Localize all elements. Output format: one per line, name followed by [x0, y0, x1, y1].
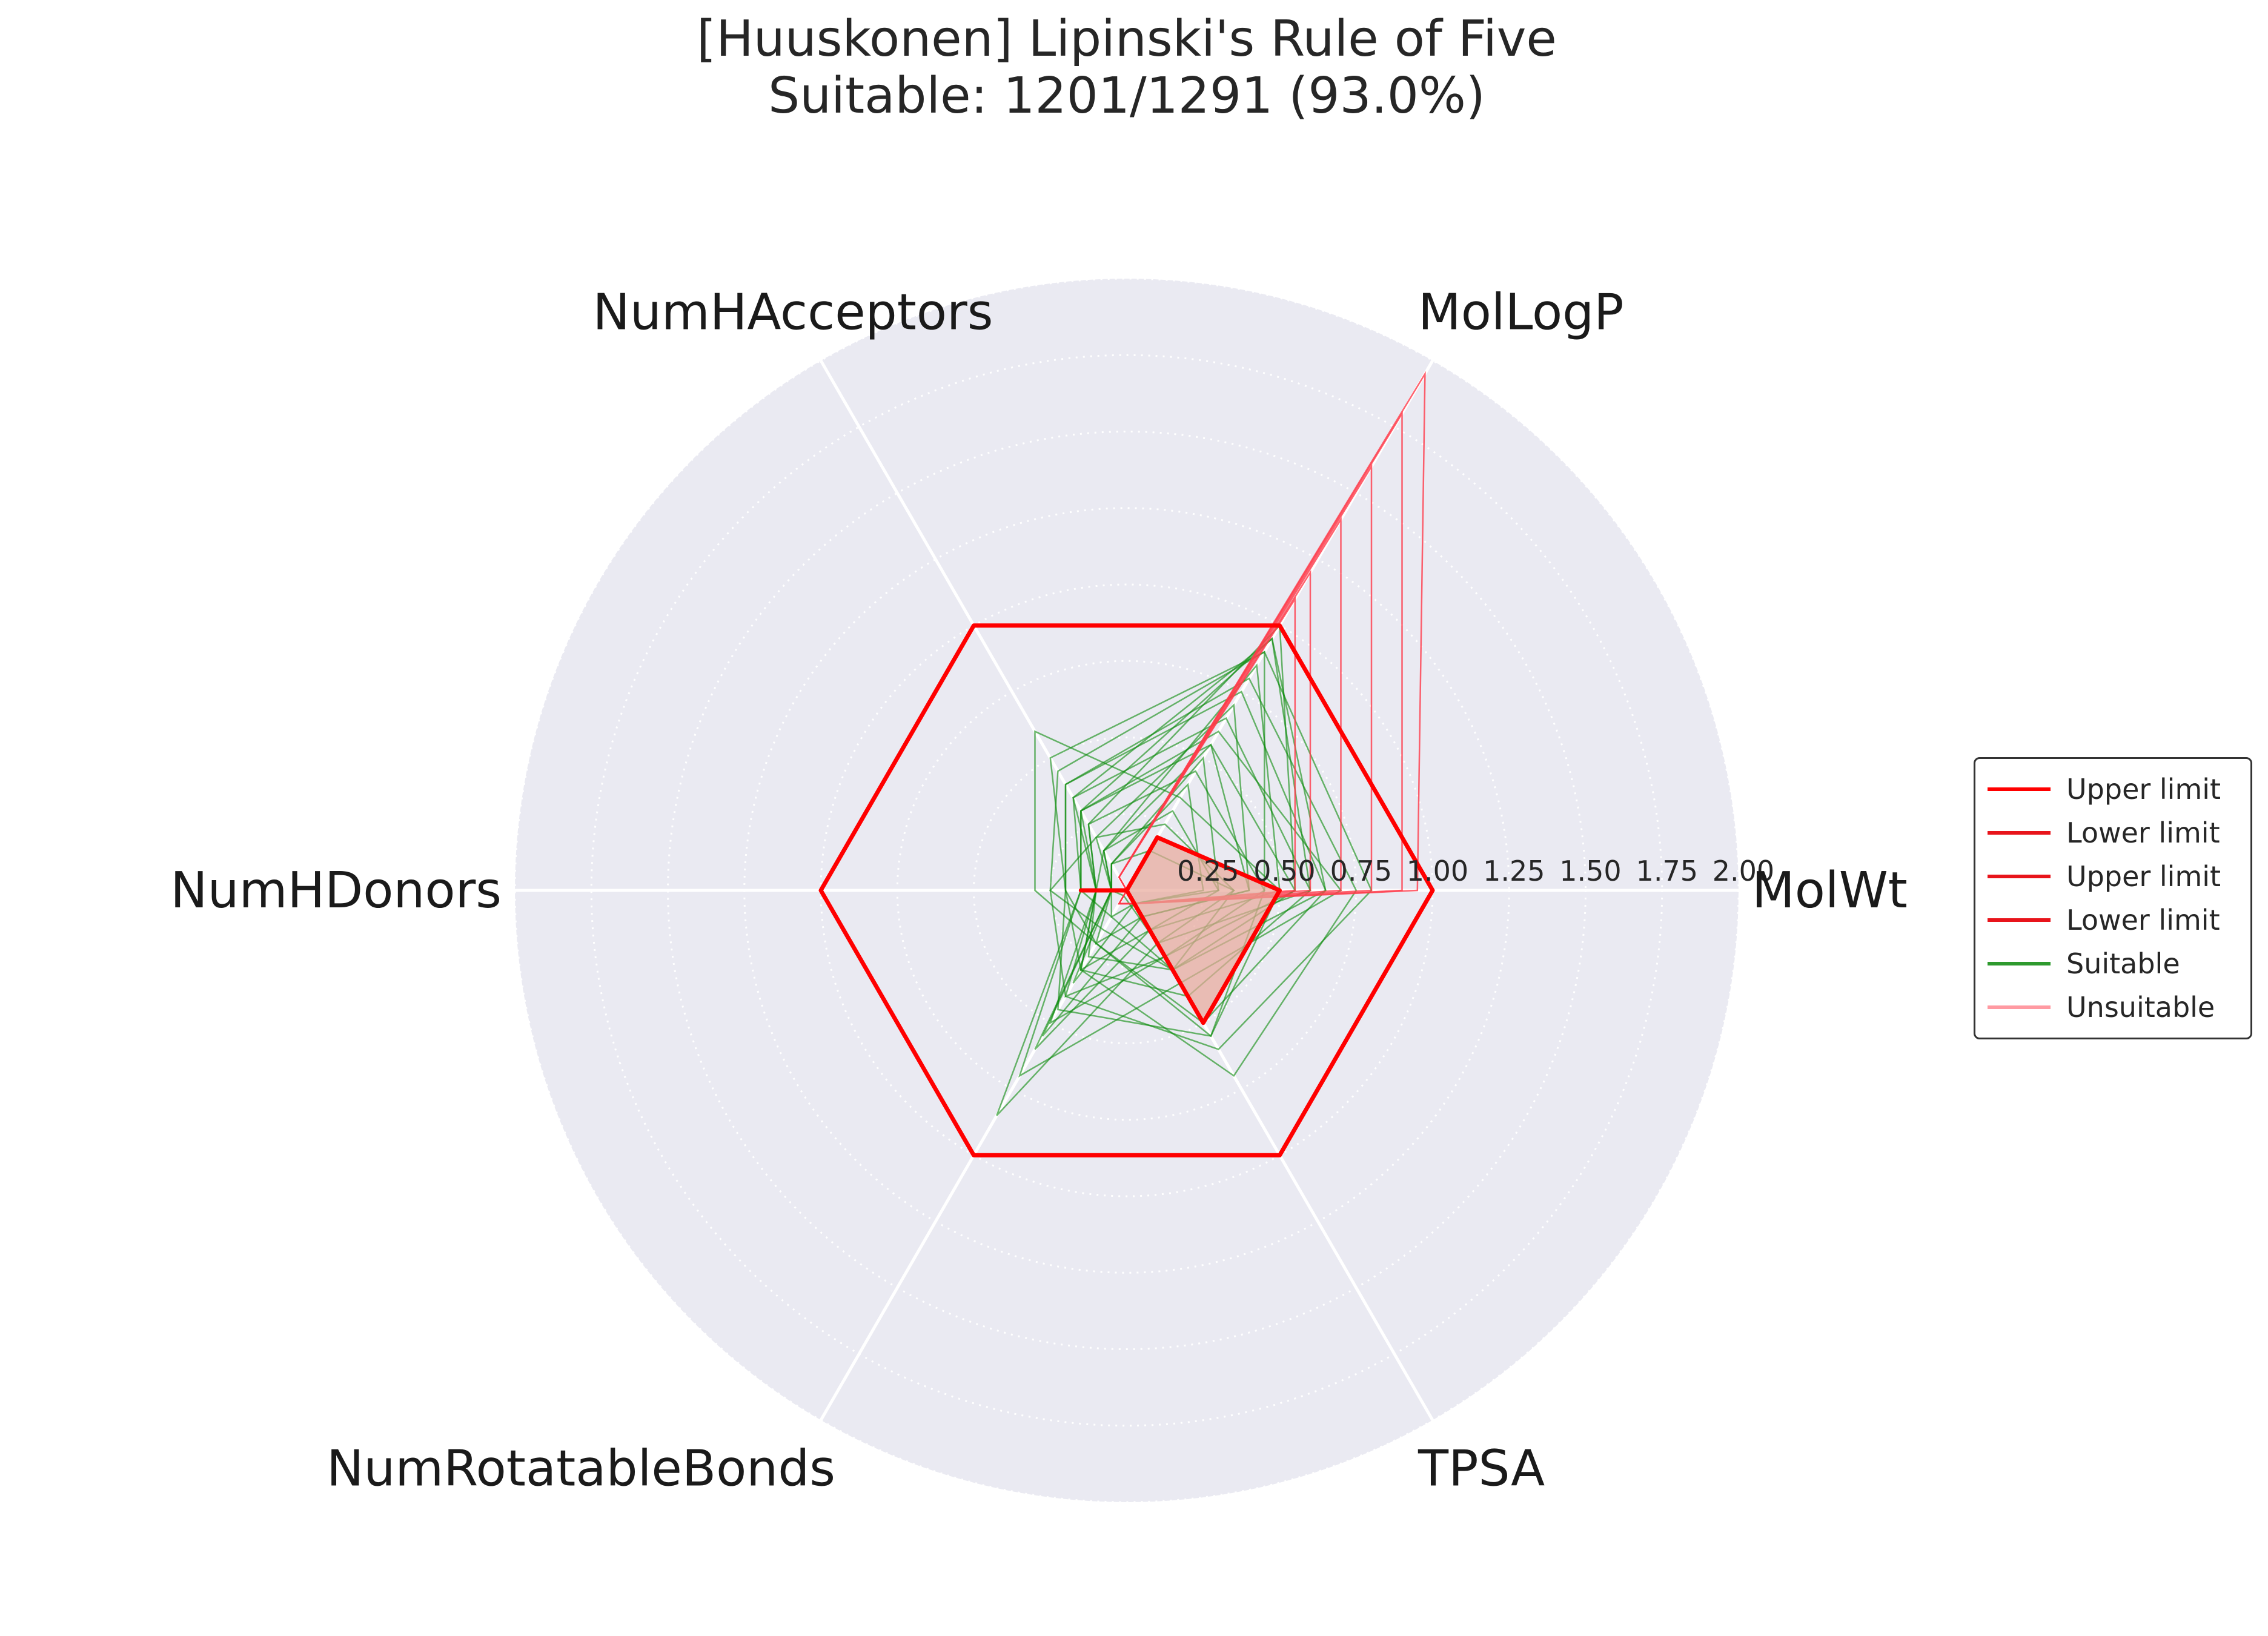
radial-tick-2.00: 2.00: [1713, 855, 1774, 887]
legend-label: Lower limit: [2066, 904, 2220, 936]
suitable-sample-15: [1064, 677, 1358, 1077]
radial-tick-1.50: 1.50: [1559, 855, 1621, 887]
legend-item-3: Lower limit: [1988, 898, 2238, 942]
axis-label-TPSA: TPSA: [1418, 1440, 1545, 1497]
legend-label: Upper limit: [2066, 860, 2221, 893]
legend-swatch: [1988, 831, 2051, 835]
chart-subtitle: Suitable: 1201/1291 (93.0%): [768, 67, 1485, 125]
legend-swatch: [1988, 1005, 2051, 1009]
axis-label-MolLogP: MolLogP: [1418, 284, 1624, 342]
axis-labels: MolWt MolLogP NumHAcceptors NumHDonors NumRo…: [170, 284, 1908, 1498]
legend-swatch: [1988, 787, 2051, 791]
chart-title: [Huuskonen] Lipinski's Rule of Five: [697, 10, 1557, 68]
suitable-sample-16: [1034, 730, 1281, 1038]
lower-limit-polygon: [1078, 835, 1282, 1025]
radial-tick-labels: 0.25 0.50 0.75 1.00 1.25 1.50 1.75 2.00: [1177, 855, 1774, 887]
legend-item-4: Suitable: [1988, 942, 2238, 985]
radial-tick-0.75: 0.75: [1330, 855, 1392, 887]
axis-label-NumRotatableBonds: NumRotatableBonds: [327, 1440, 835, 1497]
radial-tick-1.25: 1.25: [1483, 855, 1545, 887]
legend-swatch: [1988, 875, 2051, 878]
legend-label: Unsuitable: [2066, 991, 2215, 1024]
radial-tick-0.50: 0.50: [1253, 855, 1315, 887]
upper-limit-polygon: [818, 623, 1435, 1157]
legend-item-2: Upper limit: [1988, 855, 2238, 898]
limit-polygons: [818, 623, 1435, 1157]
axis-label-MolWt: MolWt: [1752, 862, 1908, 919]
axis-label-NumHAcceptors: NumHAcceptors: [593, 284, 993, 342]
legend-item-5: Unsuitable: [1988, 985, 2238, 1029]
legend-label: Lower limit: [2066, 816, 2220, 849]
legend: Upper limit Lower limit Upper limit Lower l…: [1974, 757, 2252, 1039]
radial-tick-0.25: 0.25: [1177, 855, 1239, 887]
legend-label: Suitable: [2066, 947, 2180, 980]
axis-label-NumHDonors: NumHDonors: [170, 862, 502, 919]
legend-swatch: [1988, 918, 2051, 922]
legend-swatch: [1988, 962, 2051, 965]
legend-item-1: Lower limit: [1988, 811, 2238, 855]
radial-tick-1.00: 1.00: [1407, 855, 1468, 887]
legend-label: Upper limit: [2066, 773, 2221, 806]
radial-tick-1.75: 1.75: [1636, 855, 1698, 887]
legend-item-0: Upper limit: [1988, 767, 2238, 811]
